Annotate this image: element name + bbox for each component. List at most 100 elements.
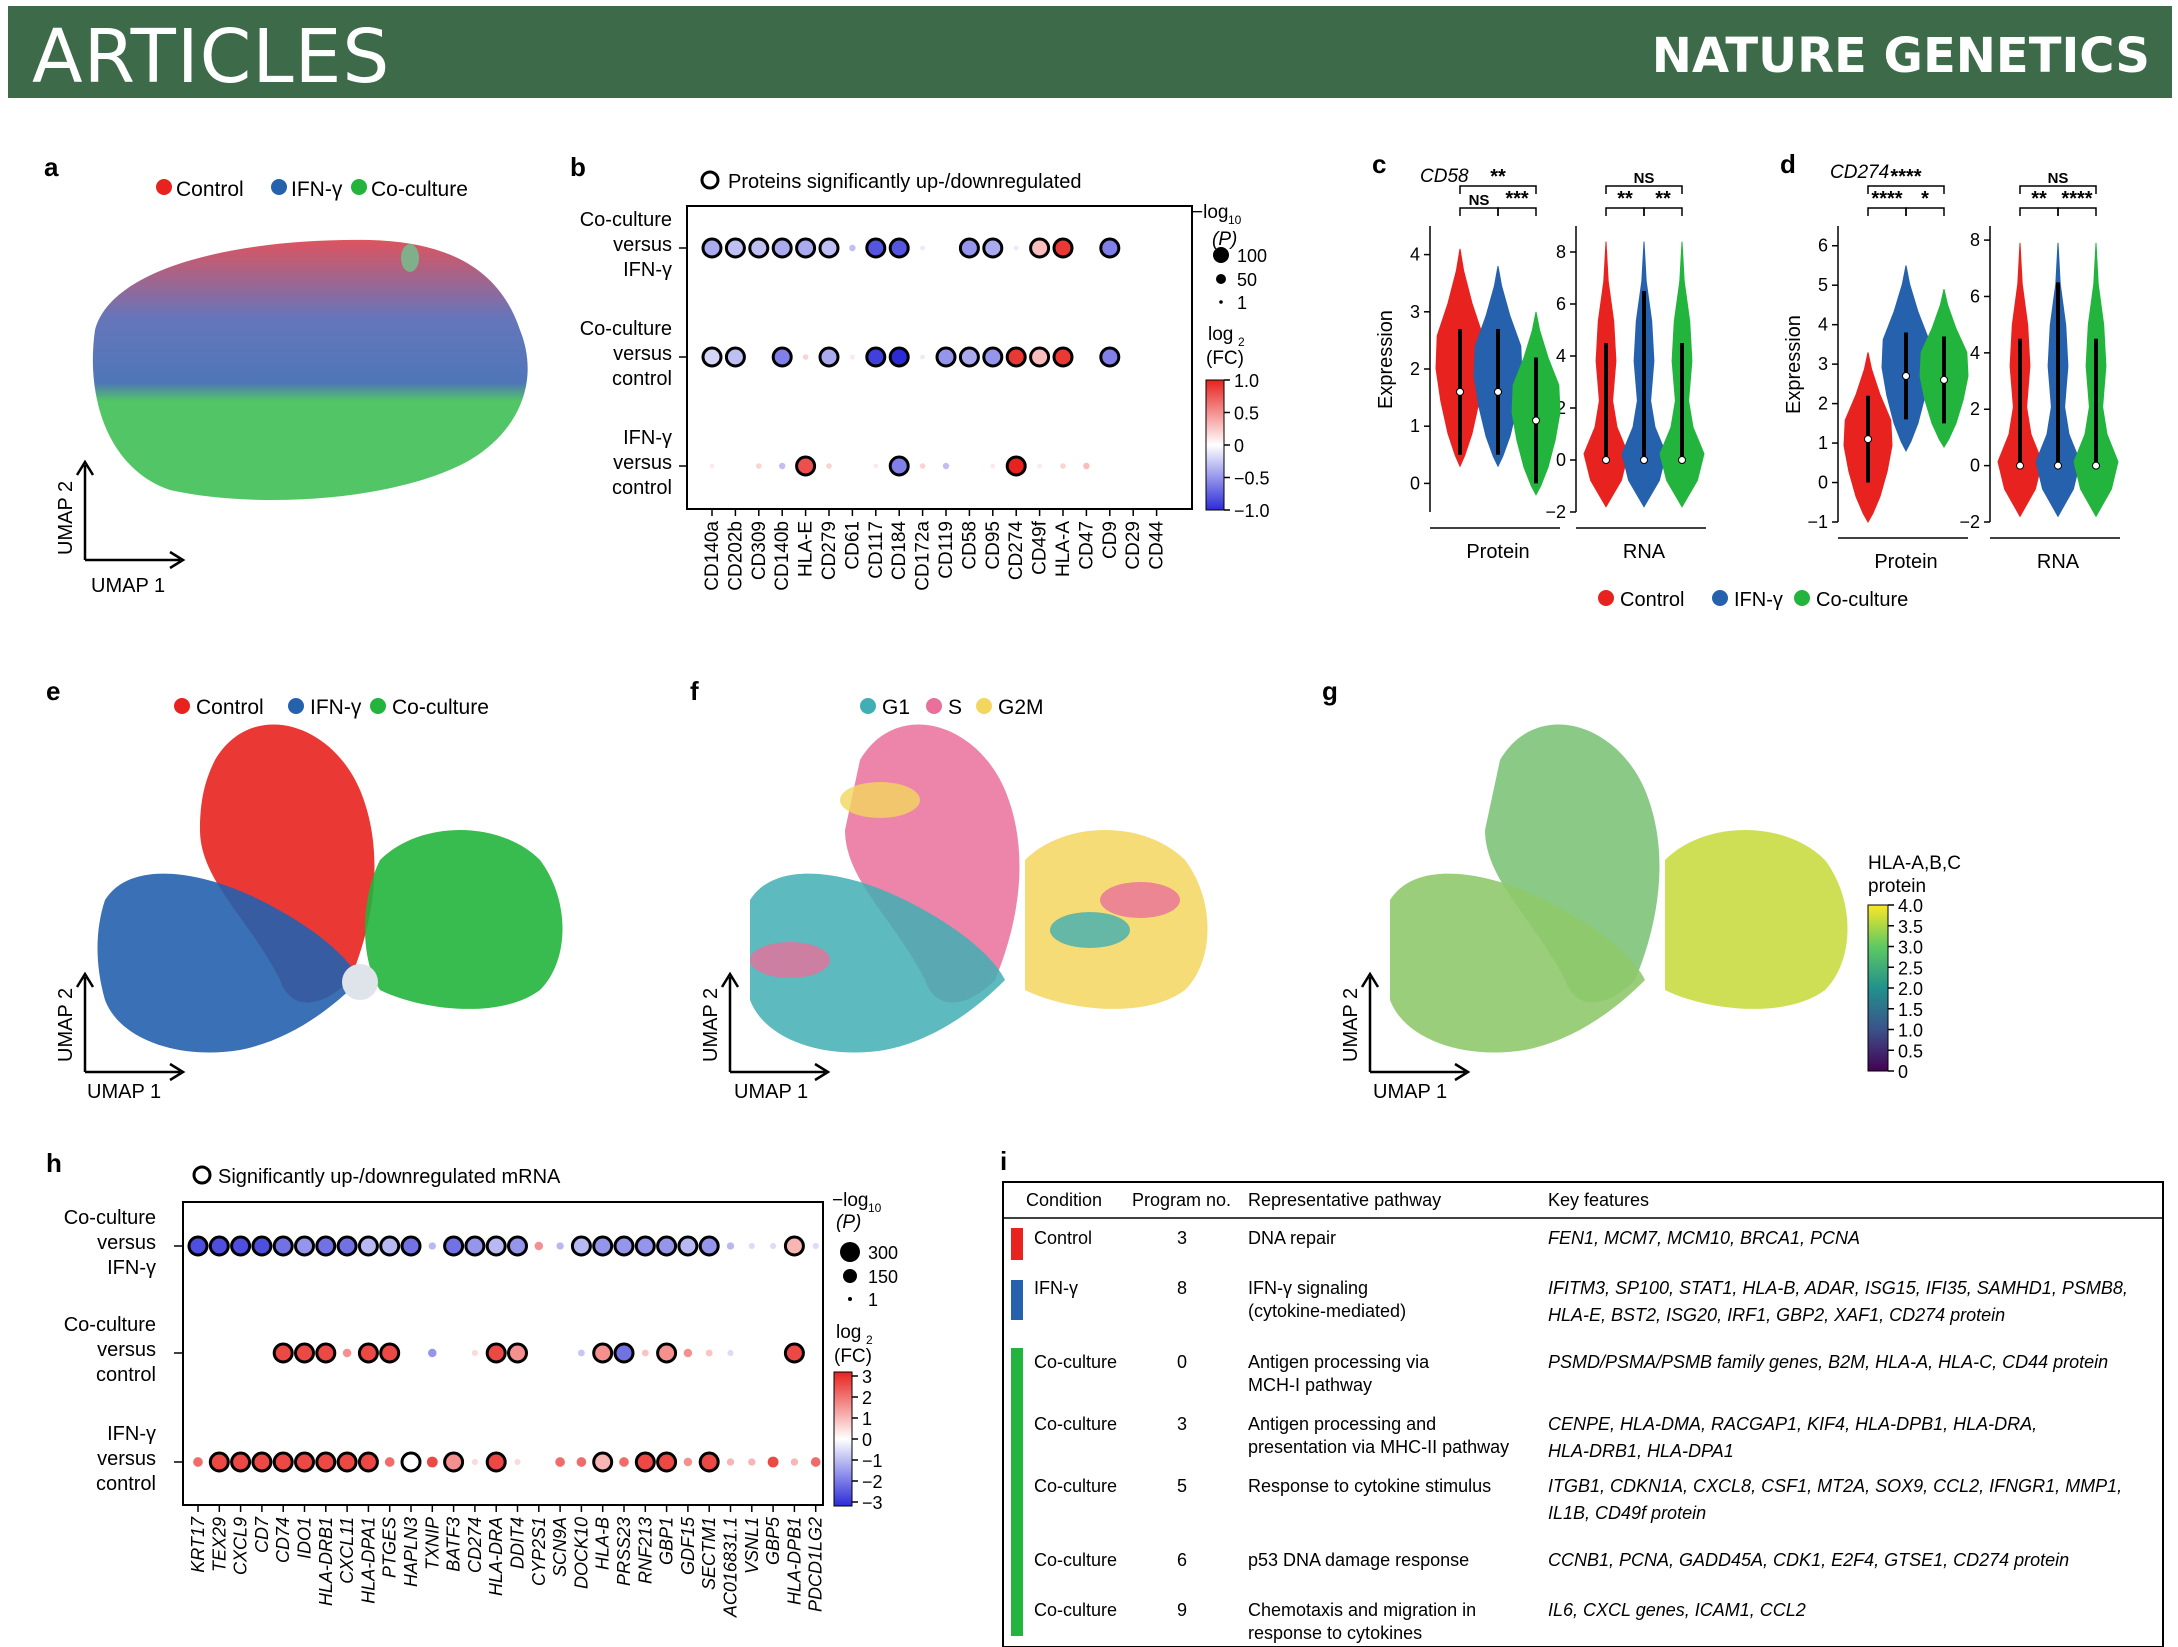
group-protein: Protein xyxy=(1874,551,1937,573)
x-label-CD7: CD7 xyxy=(252,1516,272,1553)
dot-TEX29 xyxy=(216,1350,222,1356)
y-tick: 8 xyxy=(1556,242,1566,262)
dot-GBP5 xyxy=(767,1456,779,1468)
x-label-CD119: CD119 xyxy=(936,521,957,579)
panel-b-size-legend: −log 10 (P) 100 50 1 xyxy=(1192,202,1267,313)
x-label-KRT17: KRT17 xyxy=(188,1516,208,1573)
row-label: control xyxy=(612,477,672,499)
dot-DOCK10 xyxy=(577,1349,585,1357)
x-label-CD279: CD279 xyxy=(819,521,840,580)
dot-CD95 xyxy=(990,463,996,469)
journal-name: NATURE GENETICS xyxy=(1651,28,2150,84)
x-label-HLA-DRB1: HLA-DRB1 xyxy=(316,1517,336,1606)
panel-g-ylabel: UMAP 2 xyxy=(1340,988,1362,1062)
dot-CD47 xyxy=(1084,355,1089,359)
dot-CD172a xyxy=(920,245,925,251)
y-tick: 8 xyxy=(1970,230,1980,250)
x-label-DOCK10: DOCK10 xyxy=(571,1517,591,1589)
table-program: 5 xyxy=(1177,1476,1187,1496)
panel-f-ylabel: UMAP 2 xyxy=(700,988,722,1062)
color-tick: 2.5 xyxy=(1898,958,1923,978)
cd-legend-ifng: IFN-γ xyxy=(1734,589,1783,611)
umap-band xyxy=(840,782,920,818)
panel-e-xlabel: UMAP 1 xyxy=(87,1081,161,1103)
dot-DDIT4 xyxy=(507,1342,528,1364)
x-label-TEX29: TEX29 xyxy=(209,1517,229,1572)
row-label: control xyxy=(96,1473,156,1495)
dot-CD184 xyxy=(888,455,910,477)
table-header: Program no. xyxy=(1132,1190,1231,1210)
x-label-CD140a: CD140a xyxy=(702,521,723,591)
y-tick: 6 xyxy=(1818,236,1828,256)
h-size-title-sub: 10 xyxy=(868,1201,882,1215)
umap-lobe xyxy=(97,873,360,1053)
y-tick: 3 xyxy=(1410,302,1420,322)
dot-GBP1 xyxy=(656,1342,678,1364)
panel-e-axes: UMAP 1 UMAP 2 xyxy=(55,971,186,1103)
color-tick: 3.0 xyxy=(1898,938,1923,958)
dot-BATF3 xyxy=(443,1451,465,1473)
dot-HLA-B xyxy=(592,1451,614,1473)
umap-center xyxy=(342,964,378,1000)
color-tick: 0 xyxy=(1898,1062,1908,1082)
x-label-CD47: CD47 xyxy=(1076,521,1097,570)
x-label-CD140b: CD140b xyxy=(772,521,793,591)
dot-PDCD1LG2 xyxy=(810,1457,821,1467)
color-tick: 0.5 xyxy=(1234,404,1259,424)
color-tick: 2 xyxy=(862,1388,872,1408)
dot-CD58 xyxy=(958,237,980,259)
panel-g-axes: UMAP 1 UMAP 2 xyxy=(1340,971,1471,1103)
dot-HLA-B xyxy=(592,1342,614,1364)
umap-band xyxy=(750,942,830,978)
dot-CD61 xyxy=(849,244,856,252)
dot-CD117 xyxy=(873,463,879,469)
panel-b-row-labels: Co-culture versus IFN-γ Co-culture versus con… xyxy=(580,209,687,499)
dot-CD274 xyxy=(464,1235,486,1257)
x-label-CD309: CD309 xyxy=(749,521,770,580)
row-label: versus xyxy=(613,234,672,256)
dot-VSNL1 xyxy=(749,1350,755,1356)
color-tick: 0 xyxy=(1234,436,1244,456)
x-label-CD58: CD58 xyxy=(959,521,980,570)
dot-CD184 xyxy=(888,346,910,368)
x-label-IDO1: IDO1 xyxy=(295,1517,315,1559)
dot-PDCD1LG2 xyxy=(813,1350,819,1356)
dot-CD74 xyxy=(272,1235,294,1257)
y-tick: 6 xyxy=(1556,294,1566,314)
panel-f-legend: G1 S G2M xyxy=(860,696,1044,719)
panel-b-dots xyxy=(701,237,1159,477)
dot-SECTM1 xyxy=(705,1349,713,1357)
color-tick: 1.0 xyxy=(1898,1021,1923,1041)
row-label: Co-culture xyxy=(580,209,672,231)
x-label-RNF213: RNF213 xyxy=(635,1517,655,1584)
dot-CD279 xyxy=(818,237,840,259)
panel-h-x-labels: KRT17 TEX29 CXCL9 CD7 CD74 IDO1 HLA-DRB1 CXCL11… xyxy=(188,1505,826,1618)
color-tick: −1.0 xyxy=(1234,501,1270,521)
row-label: versus xyxy=(97,1339,156,1361)
y-axis-label: Expression xyxy=(1783,315,1805,414)
y-tick: 4 xyxy=(1556,346,1566,366)
sig-bracket: **** xyxy=(1871,188,1902,210)
dot-CD9 xyxy=(1099,346,1121,368)
dot-AC016831.1 xyxy=(726,1242,735,1250)
dot-PDCD1LG2 xyxy=(812,1242,819,1250)
sig-bracket: ** xyxy=(1490,166,1506,188)
umap-lobe xyxy=(1390,873,1645,1053)
dot-CD49f xyxy=(1029,237,1051,259)
dot-CD202b xyxy=(724,237,746,259)
panel-h-sig-marker xyxy=(192,1165,212,1185)
y-tick: 2 xyxy=(1818,394,1828,414)
legend-coculture: Co-culture xyxy=(371,178,468,201)
h-size-title-1: −log xyxy=(832,1190,868,1211)
row-label: IFN-γ xyxy=(107,1257,156,1279)
dot-KRT17 xyxy=(193,1457,203,1467)
h-size-title-2: (P) xyxy=(836,1212,861,1233)
legend-control-dot xyxy=(156,179,172,195)
x-label-CD49f: CD49f xyxy=(1030,520,1051,575)
table-features: CCNB1, PCNA, GADD45A, CDK1, E2F4, GTSE1,… xyxy=(1548,1550,2069,1570)
dot-PRSS23 xyxy=(619,1457,629,1467)
panel-d-title: CD274 xyxy=(1830,162,1889,183)
dot-GBP1 xyxy=(656,1451,678,1473)
table-program: 8 xyxy=(1177,1278,1187,1298)
